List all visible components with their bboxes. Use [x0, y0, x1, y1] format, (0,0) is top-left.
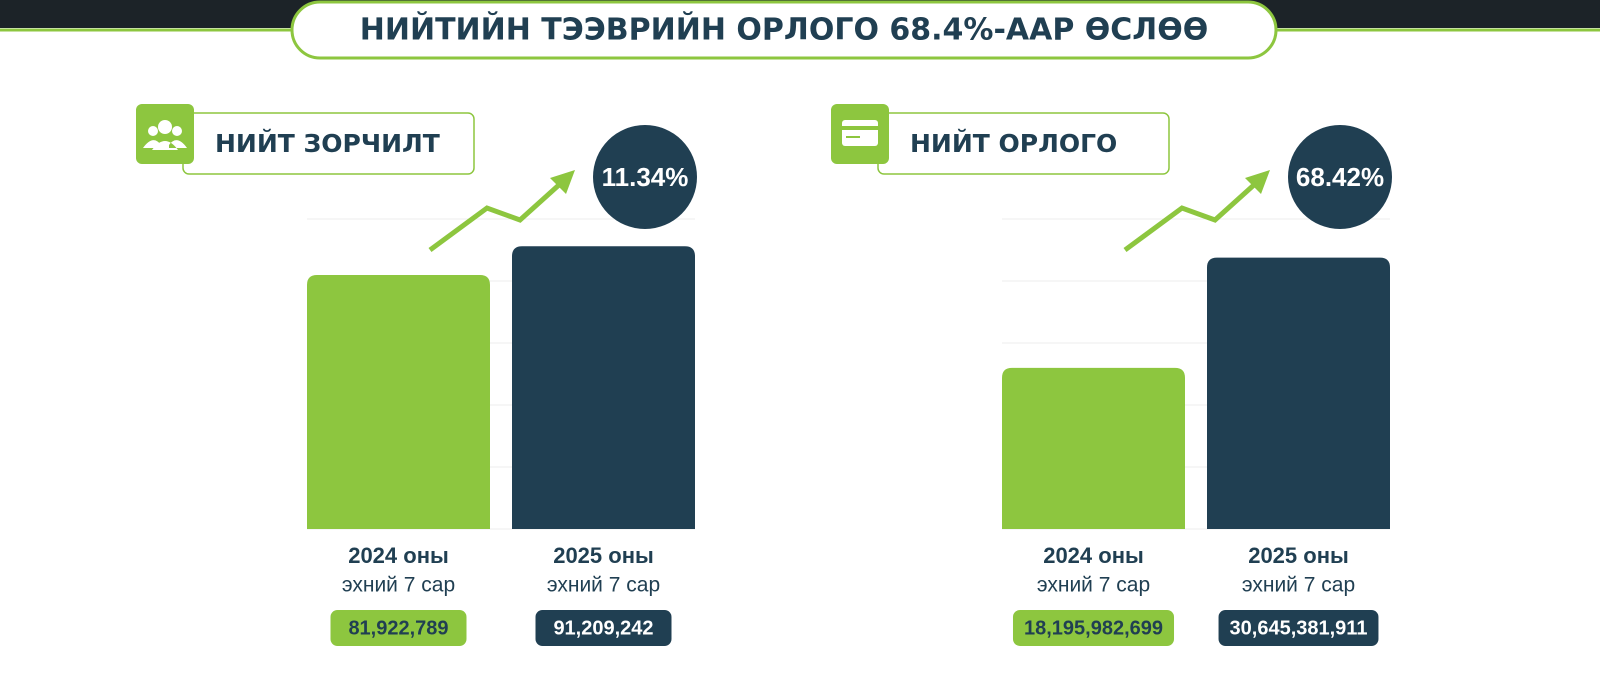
bar	[307, 275, 490, 529]
category-label: 2024 оны	[348, 543, 449, 568]
icon-shape	[158, 120, 172, 134]
trend-arrow-head	[1245, 170, 1270, 194]
icon-shape	[846, 136, 860, 138]
category-note: эхний 7 сар	[342, 574, 455, 597]
icon-shape	[143, 140, 187, 150]
value-label: 81,922,789	[348, 617, 448, 639]
category-label: 2024 оны	[1043, 543, 1144, 568]
trend-arrow-head	[550, 170, 575, 194]
value-pill	[1012, 610, 1175, 646]
value-label: 30,645,381,911	[1230, 617, 1368, 639]
bar	[1207, 257, 1390, 529]
trend-arrow	[1123, 182, 1257, 253]
growth-label: 11.34%	[602, 162, 689, 192]
bar	[1002, 367, 1185, 529]
trend-arrow	[428, 182, 562, 253]
chart-title: НИЙТ ОРЛОГО	[910, 129, 1117, 158]
growth-label: 68.42%	[1296, 162, 1384, 192]
value-label: 18,195,982,699	[1024, 617, 1163, 639]
icon-shape	[842, 126, 878, 130]
value-pill	[1218, 610, 1379, 646]
category-label: 2025 оны	[553, 543, 654, 568]
chart-title: НИЙТ ЗОРЧИЛТ	[215, 129, 440, 158]
value-pill	[535, 610, 672, 646]
category-note: эхний 7 сар	[547, 574, 660, 597]
icon-shape	[172, 126, 182, 136]
category-label: 2025 оны	[1248, 543, 1349, 568]
icon-shape	[148, 126, 158, 136]
growth-badge	[593, 125, 697, 229]
value-label: 91,209,242	[553, 617, 653, 639]
title-pill	[290, 0, 1278, 60]
category-note: эхний 7 сар	[1242, 574, 1355, 597]
category-note: эхний 7 сар	[1037, 574, 1150, 597]
value-pill	[330, 610, 467, 646]
page-title: НИЙТИЙН ТЭЭВРИЙН ОРЛОГО 68.4%-ААР ӨСЛӨӨ	[360, 12, 1208, 48]
icon-shape	[842, 120, 878, 146]
growth-badge	[1288, 125, 1392, 229]
bar	[512, 246, 695, 529]
